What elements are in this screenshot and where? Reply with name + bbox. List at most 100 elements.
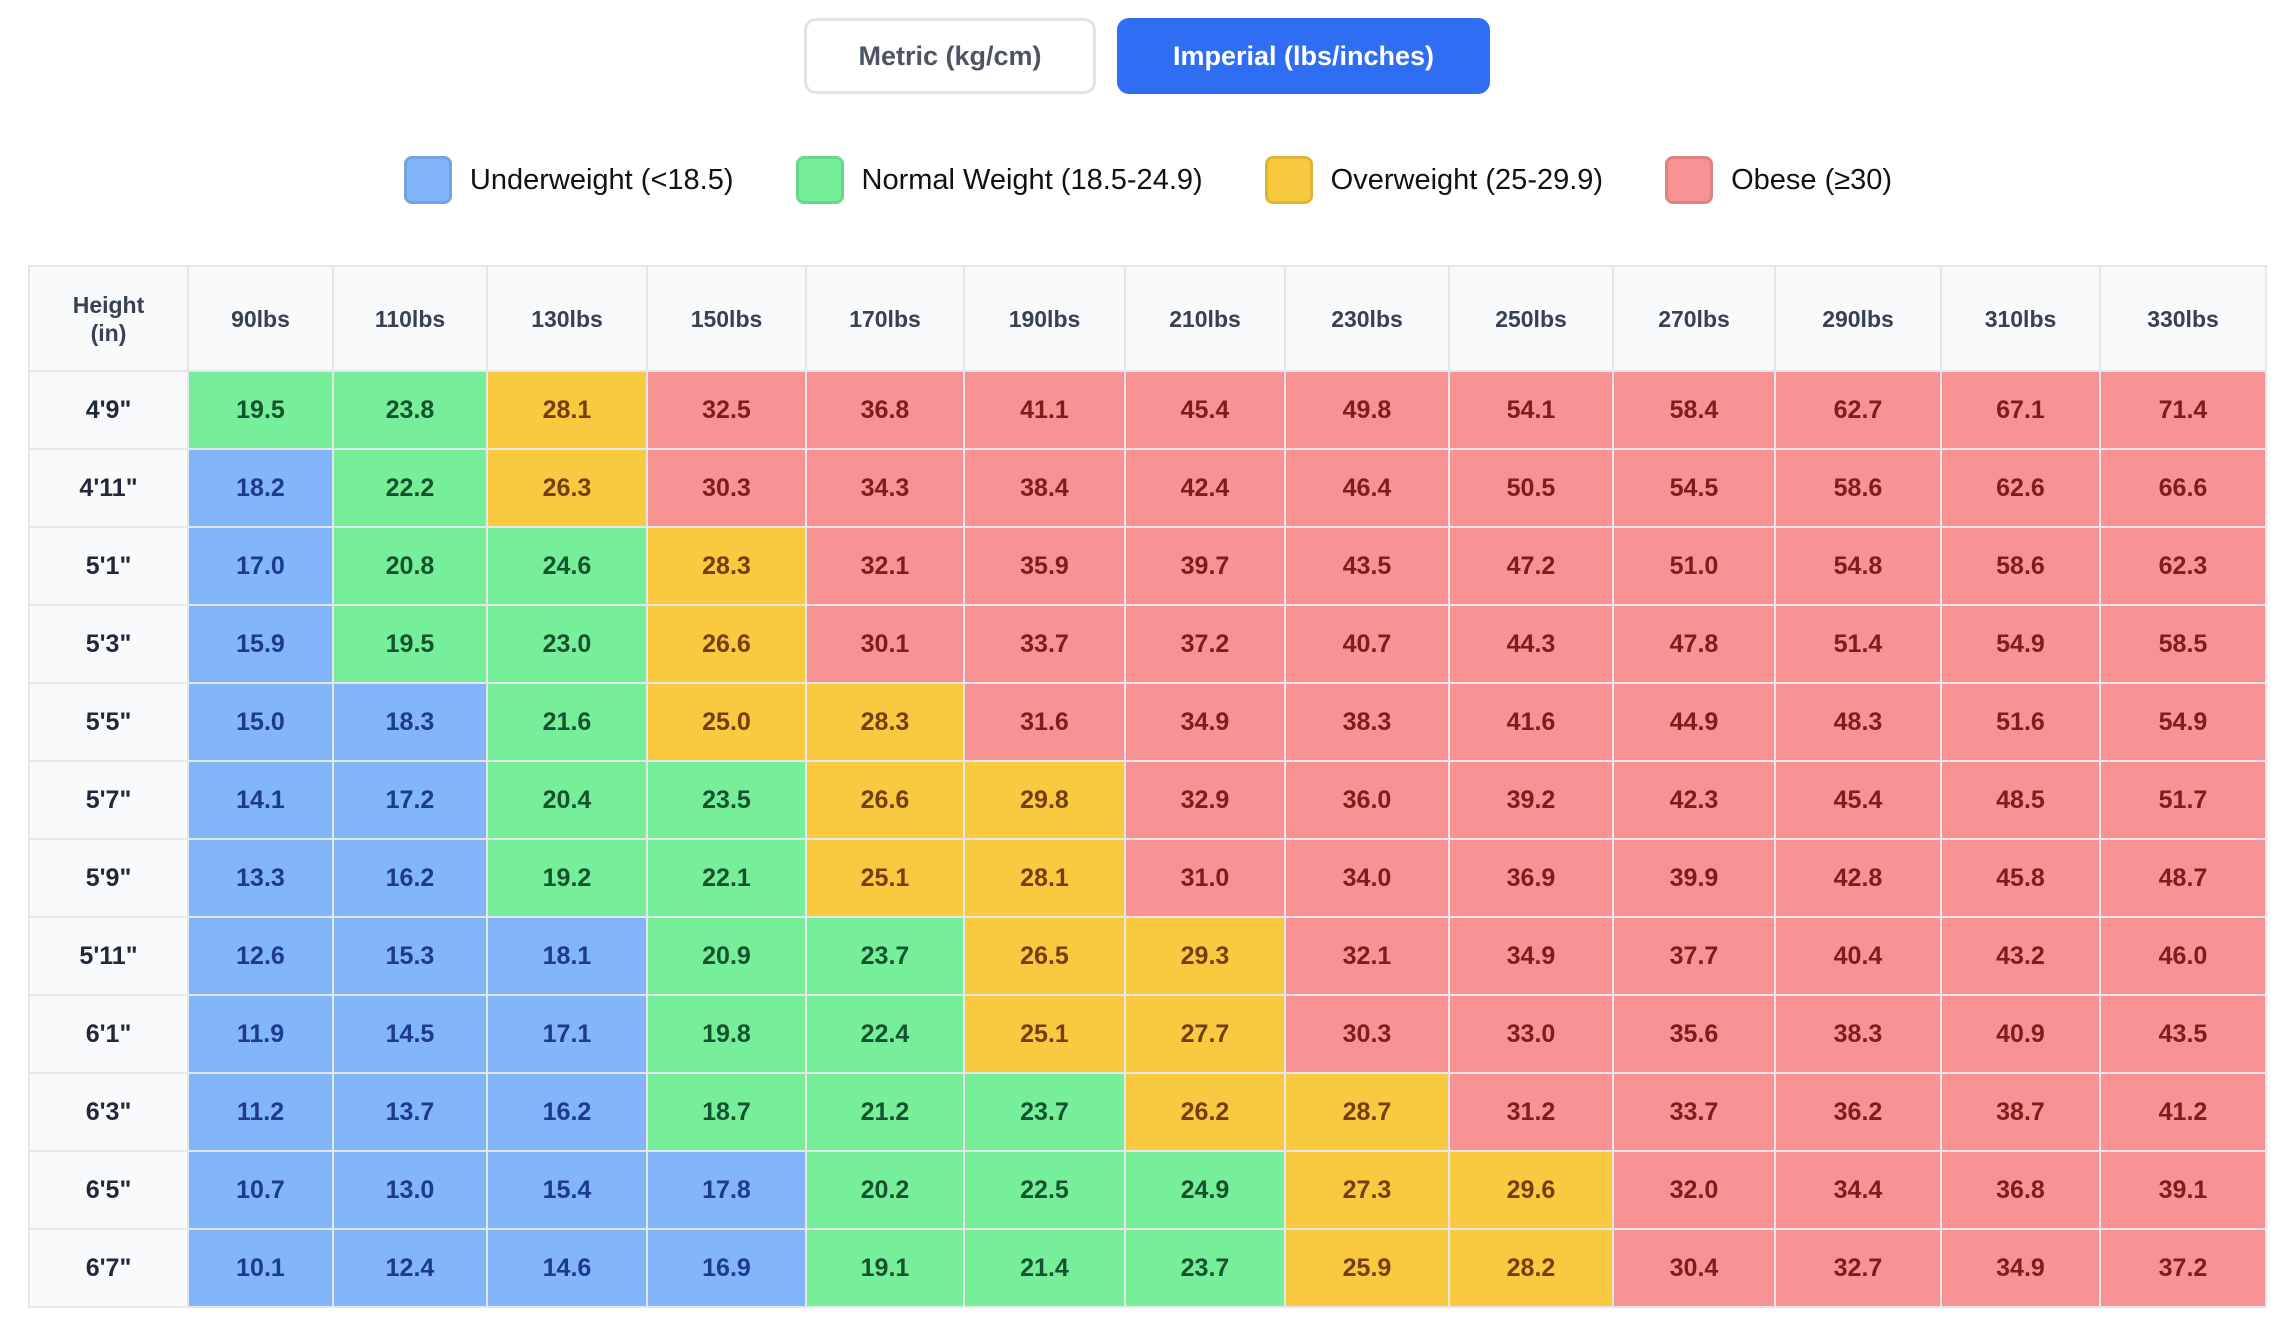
bmi-cell: 29.3: [1124, 916, 1286, 996]
weight-column-header: 270lbs: [1612, 265, 1776, 372]
bmi-cell: 30.3: [646, 448, 807, 528]
bmi-cell: 13.0: [332, 1150, 488, 1230]
bmi-cell: 40.7: [1284, 604, 1450, 684]
bmi-cell: 34.0: [1284, 838, 1450, 918]
weight-column-header: 190lbs: [963, 265, 1126, 372]
bmi-cell: 38.3: [1774, 994, 1942, 1074]
weight-column-header: 110lbs: [332, 265, 488, 372]
bmi-cell: 34.3: [805, 448, 965, 528]
height-cell: 4'11": [28, 448, 189, 528]
bmi-cell: 30.3: [1284, 994, 1450, 1074]
bmi-cell: 40.9: [1940, 994, 2101, 1074]
weight-column-header: 230lbs: [1284, 265, 1450, 372]
bmi-cell: 45.4: [1774, 760, 1942, 840]
bmi-cell: 50.5: [1448, 448, 1614, 528]
legend-item: Underweight (<18.5): [403, 156, 734, 204]
table-row: 6'1" 11.9 14.5 17.1 19.8 22.4 25.1 27.7 30.3 33.0…: [28, 994, 2267, 1074]
bmi-cell: 32.1: [1284, 916, 1450, 996]
bmi-cell: 26.3: [486, 448, 648, 528]
bmi-cell: 48.3: [1774, 682, 1942, 762]
bmi-cell: 43.5: [2099, 994, 2267, 1074]
bmi-cell: 32.7: [1774, 1228, 1942, 1308]
bmi-cell: 23.7: [805, 916, 965, 996]
bmi-cell: 30.4: [1612, 1228, 1776, 1308]
bmi-cell: 22.2: [332, 448, 488, 528]
bmi-legend: Underweight (<18.5) Normal Weight (18.5-2…: [0, 156, 2296, 204]
bmi-cell: 62.3: [2099, 526, 2267, 606]
bmi-cell: 29.6: [1448, 1150, 1614, 1230]
bmi-cell: 25.1: [805, 838, 965, 918]
bmi-cell: 21.2: [805, 1072, 965, 1152]
bmi-table: Height (in) 90lbs 110lbs 130lbs 150lbs 170lb…: [28, 265, 2267, 1308]
bmi-cell: 23.0: [486, 604, 648, 684]
bmi-cell: 45.8: [1940, 838, 2101, 918]
bmi-cell: 10.7: [187, 1150, 334, 1230]
bmi-cell: 23.7: [1124, 1228, 1286, 1308]
bmi-cell: 58.6: [1940, 526, 2101, 606]
bmi-cell: 19.8: [646, 994, 807, 1074]
bmi-cell: 21.4: [963, 1228, 1126, 1308]
bmi-cell: 18.3: [332, 682, 488, 762]
table-row: 4'11" 18.2 22.2 26.3 30.3 34.3 38.4 42.4 46.4 50.…: [28, 448, 2267, 528]
bmi-cell: 19.5: [332, 604, 488, 684]
bmi-cell: 14.6: [486, 1228, 648, 1308]
bmi-cell: 71.4: [2099, 370, 2267, 450]
bmi-cell: 27.3: [1284, 1150, 1450, 1230]
table-row: 5'3" 15.9 19.5 23.0 26.6 30.1 33.7 37.2 40.7 44.3…: [28, 604, 2267, 684]
legend-item: Obese (≥30): [1665, 156, 1892, 204]
bmi-cell: 32.5: [646, 370, 807, 450]
table-row: 4'9" 19.5 23.8 28.1 32.5 36.8 41.1 45.4 49.8 54.1…: [28, 370, 2267, 450]
bmi-cell: 34.9: [1124, 682, 1286, 762]
bmi-cell: 11.2: [187, 1072, 334, 1152]
bmi-cell: 26.5: [963, 916, 1126, 996]
bmi-cell: 20.8: [332, 526, 488, 606]
bmi-cell: 48.5: [1940, 760, 2101, 840]
bmi-cell: 19.1: [805, 1228, 965, 1308]
weight-column-header: 290lbs: [1774, 265, 1942, 372]
table-row: 6'5" 10.7 13.0 15.4 17.8 20.2 22.5 24.9 27.3 29.6…: [28, 1150, 2267, 1230]
bmi-cell: 54.5: [1612, 448, 1776, 528]
bmi-cell: 10.1: [187, 1228, 334, 1308]
bmi-cell: 51.7: [2099, 760, 2267, 840]
bmi-cell: 23.5: [646, 760, 807, 840]
bmi-cell: 31.2: [1448, 1072, 1614, 1152]
legend-item: Normal Weight (18.5-24.9): [795, 156, 1203, 204]
bmi-cell: 34.4: [1774, 1150, 1942, 1230]
bmi-cell: 28.3: [805, 682, 965, 762]
bmi-cell: 42.4: [1124, 448, 1286, 528]
bmi-cell: 41.1: [963, 370, 1126, 450]
table-row: 5'1" 17.0 20.8 24.6 28.3 32.1 35.9 39.7 43.5 47.2…: [28, 526, 2267, 606]
bmi-cell: 45.4: [1124, 370, 1286, 450]
bmi-cell: 28.1: [963, 838, 1126, 918]
bmi-cell: 66.6: [2099, 448, 2267, 528]
table-row: 6'7" 10.1 12.4 14.6 16.9 19.1 21.4 23.7 25.9 28.2…: [28, 1228, 2267, 1308]
weight-column-header: 310lbs: [1940, 265, 2101, 372]
bmi-cell: 15.0: [187, 682, 334, 762]
bmi-cell: 38.4: [963, 448, 1126, 528]
table-row: 5'11" 12.6 15.3 18.1 20.9 23.7 26.5 29.3 32.1 34.…: [28, 916, 2267, 996]
bmi-cell: 14.1: [187, 760, 334, 840]
bmi-cell: 33.7: [1612, 1072, 1776, 1152]
bmi-cell: 17.2: [332, 760, 488, 840]
bmi-cell: 39.7: [1124, 526, 1286, 606]
metric-units-button[interactable]: Metric (kg/cm): [804, 18, 1096, 94]
bmi-cell: 41.2: [2099, 1072, 2267, 1152]
bmi-cell: 27.7: [1124, 994, 1286, 1074]
imperial-units-button[interactable]: Imperial (lbs/inches): [1117, 18, 1490, 94]
bmi-cell: 62.6: [1940, 448, 2101, 528]
legend-label: Underweight (<18.5): [469, 163, 734, 196]
bmi-cell: 14.5: [332, 994, 488, 1074]
legend-label: Normal Weight (18.5-24.9): [861, 163, 1203, 196]
bmi-cell: 30.1: [805, 604, 965, 684]
height-column-header: Height (in): [28, 265, 189, 372]
weight-column-header: 130lbs: [486, 265, 648, 372]
bmi-cell: 44.9: [1612, 682, 1776, 762]
weight-column-header: 250lbs: [1448, 265, 1614, 372]
bmi-cell: 25.1: [963, 994, 1126, 1074]
weight-column-header: 330lbs: [2099, 265, 2267, 372]
height-cell: 5'11": [28, 916, 189, 996]
bmi-cell: 28.1: [486, 370, 648, 450]
bmi-cell: 18.2: [187, 448, 334, 528]
bmi-cell: 41.6: [1448, 682, 1614, 762]
bmi-cell: 24.6: [486, 526, 648, 606]
